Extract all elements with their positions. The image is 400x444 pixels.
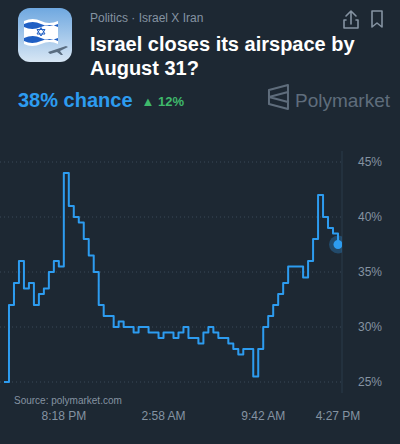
bookmark-icon[interactable] xyxy=(372,11,382,27)
share-icon[interactable] xyxy=(344,11,358,28)
title: Israel closes its airspace byAugust 31? xyxy=(90,33,355,79)
y-tick-label: 35% xyxy=(358,265,382,279)
flag-stripe xyxy=(24,36,58,43)
flag xyxy=(24,19,58,46)
plane xyxy=(48,46,68,55)
title-line: Israel closes its airspace by xyxy=(90,33,355,55)
toolbar xyxy=(344,11,382,28)
end-dot xyxy=(334,240,343,249)
x-tick-label: 8:18 PM xyxy=(41,409,86,423)
y-tick-label: 25% xyxy=(358,375,382,389)
end-dot-halo xyxy=(329,236,342,254)
y-tick-label: 40% xyxy=(358,210,382,224)
x-tick-label: 2:58 AM xyxy=(142,409,186,423)
flag-star xyxy=(37,28,45,37)
page: Politics · Israel X Iran Israel closes it… xyxy=(0,0,400,444)
y-tick-label: 45% xyxy=(358,155,382,169)
grid-line xyxy=(0,327,342,328)
grid-line xyxy=(0,162,342,163)
icon-bg xyxy=(18,8,72,62)
change: ▲ 12% xyxy=(142,94,185,109)
grid-line xyxy=(0,217,342,218)
grid-line xyxy=(0,382,342,383)
source: Source: polymarket.com xyxy=(14,395,122,406)
market-icon xyxy=(18,8,72,62)
y-tick-label: 30% xyxy=(358,320,382,334)
background xyxy=(0,0,400,444)
x-tick-label: 9:42 AM xyxy=(241,409,285,423)
subtitle: Politics · Israel X Iran xyxy=(90,11,203,25)
x-tick-label: 4:27 PM xyxy=(316,409,361,423)
title-line: August 31? xyxy=(90,57,199,79)
price-line xyxy=(4,173,338,382)
brand: Polymarket xyxy=(295,90,391,111)
brand-logo xyxy=(269,85,288,109)
headline-chance: 38% chance xyxy=(18,89,133,111)
plot-area xyxy=(4,173,342,382)
